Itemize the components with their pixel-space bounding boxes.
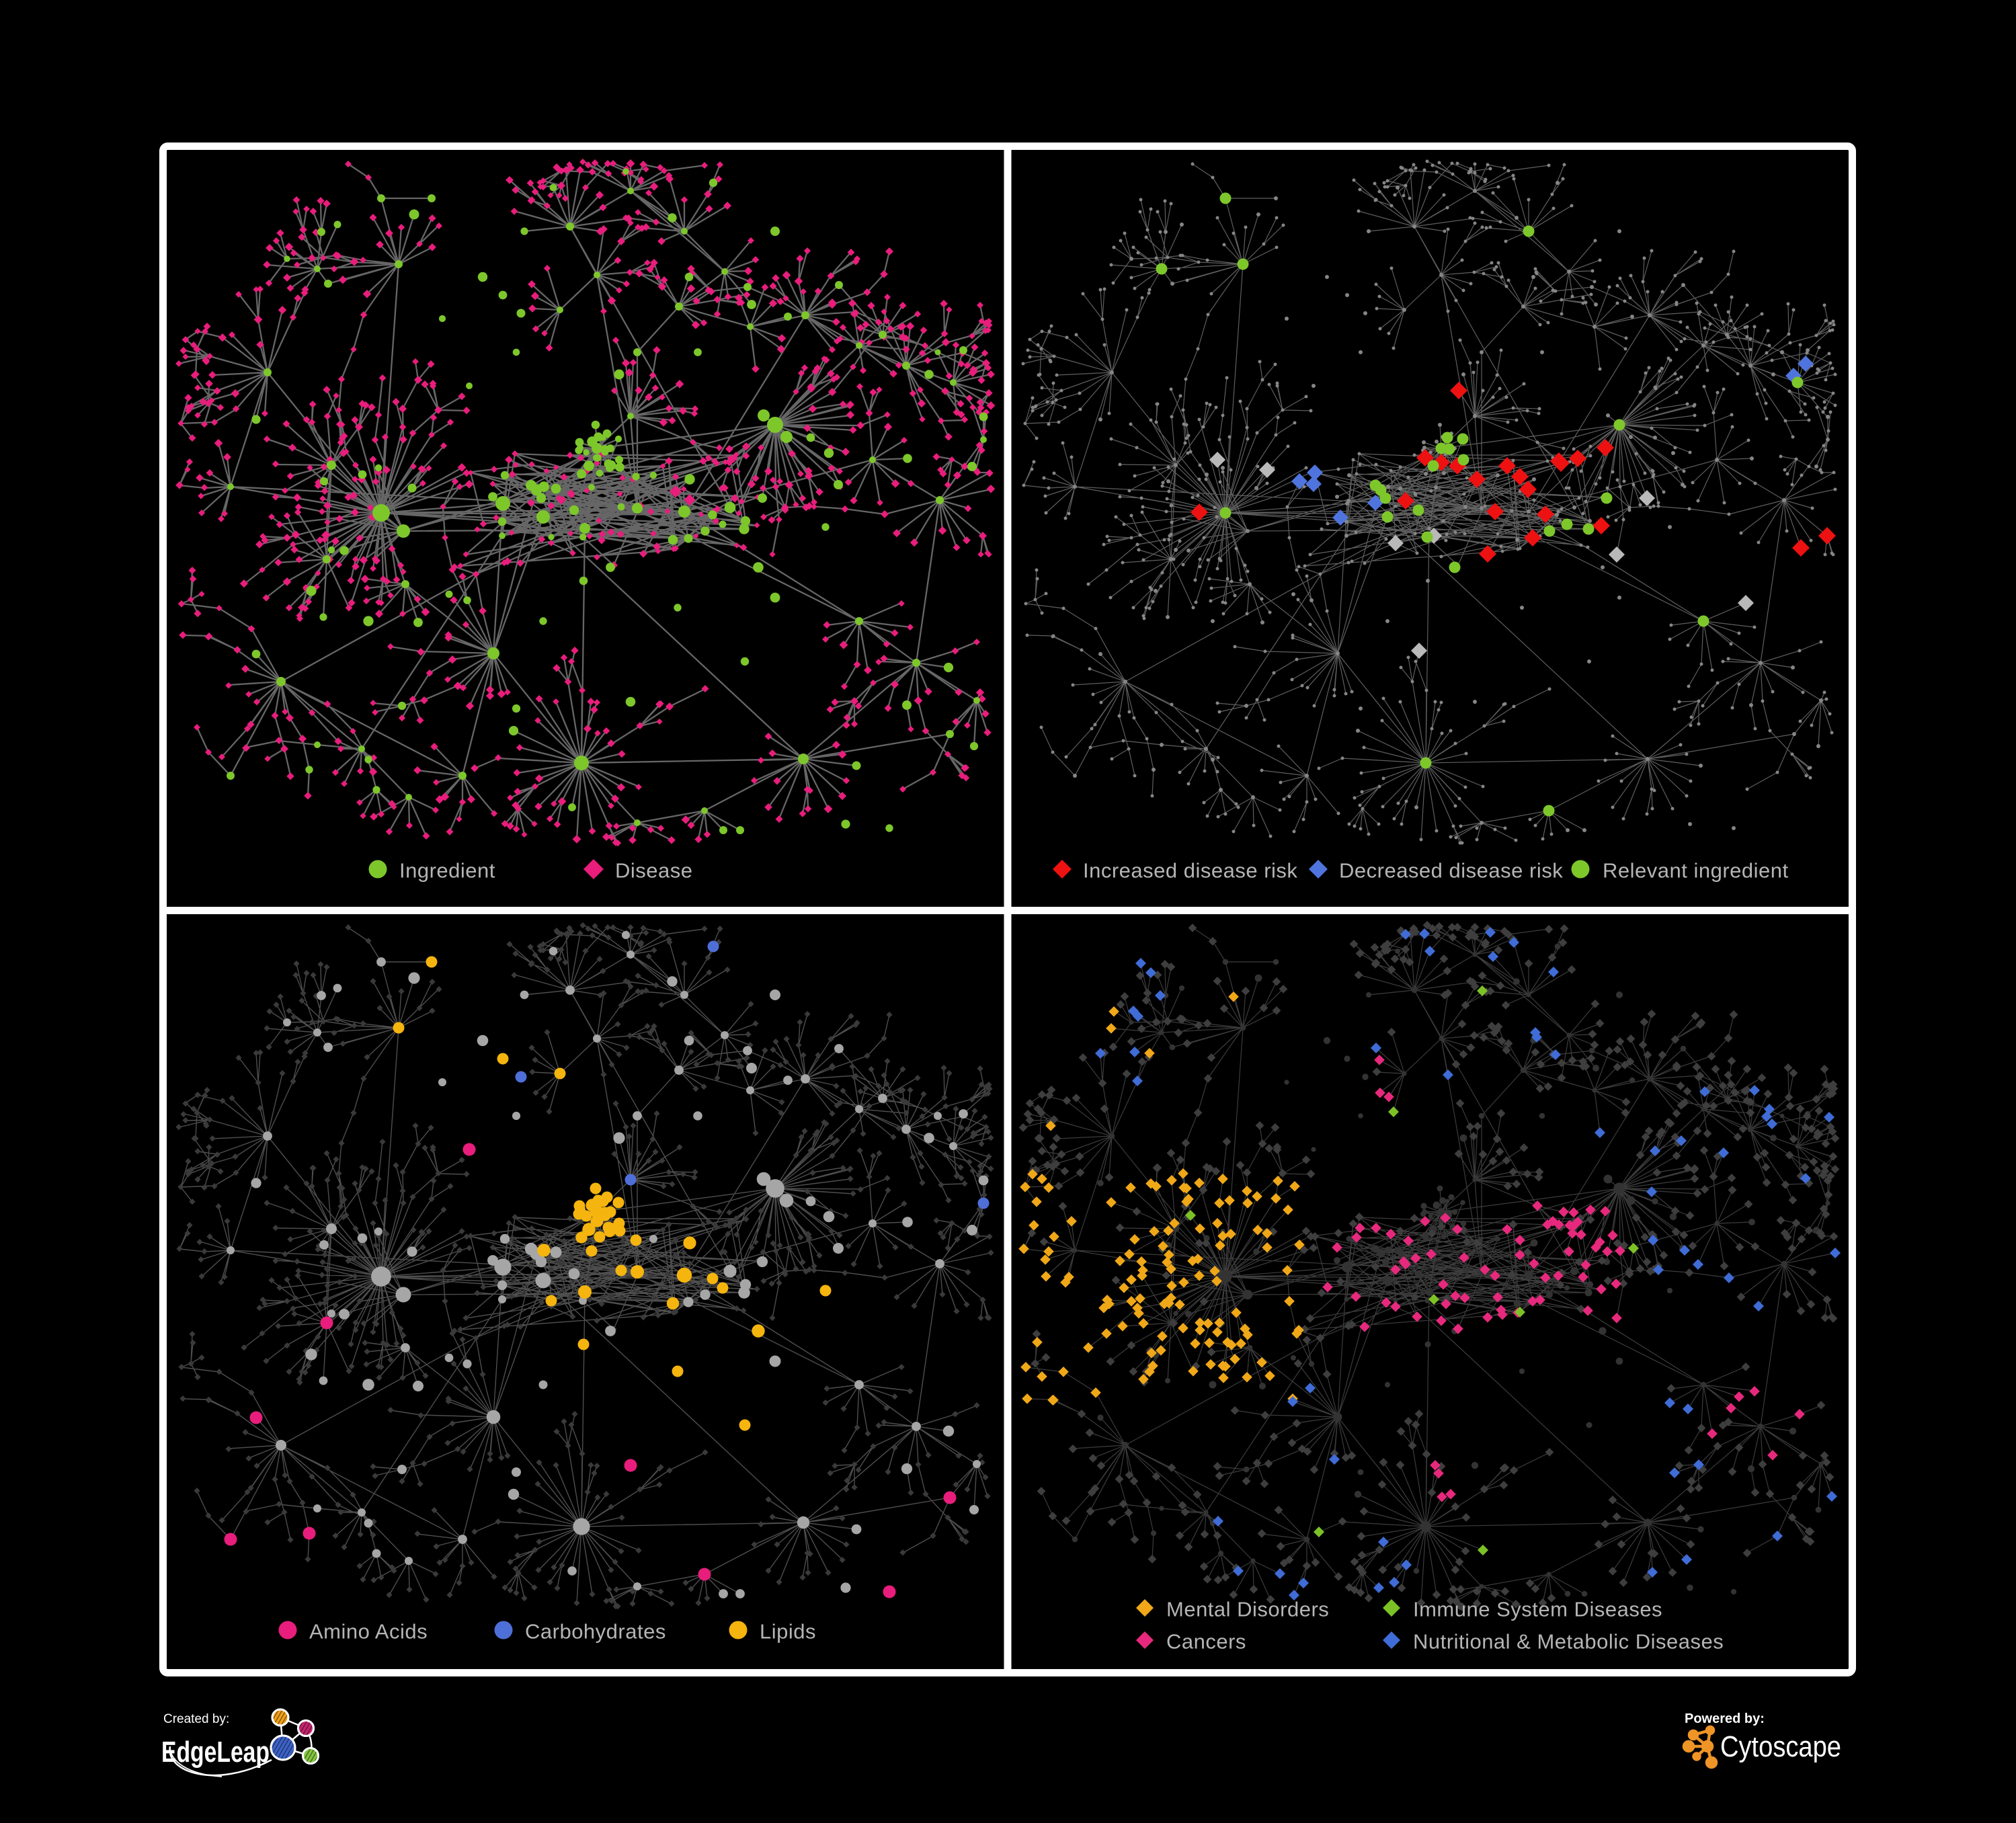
svg-text:Carbohydrates: Carbohydrates (525, 1620, 666, 1644)
svg-text:Ingredient: Ingredient (399, 859, 495, 883)
svg-text:Disease: Disease (615, 859, 693, 883)
svg-text:Nutritional & Metabolic Diseas: Nutritional & Metabolic Diseases (1413, 1630, 1724, 1654)
svg-text:Relevant ingredient: Relevant ingredient (1603, 859, 1789, 883)
svg-text:Decreased disease risk: Decreased disease risk (1339, 859, 1563, 883)
svg-text:EdgeLeap: EdgeLeap (161, 1736, 270, 1769)
svg-text:Increased disease risk: Increased disease risk (1083, 859, 1297, 883)
svg-text:Created by:: Created by: (163, 1712, 229, 1726)
svg-text:Powered by:: Powered by: (1685, 1711, 1765, 1726)
svg-text:Mental Disorders: Mental Disorders (1166, 1598, 1329, 1621)
svg-text:Cytoscape: Cytoscape (1720, 1730, 1841, 1763)
svg-text:Lipids: Lipids (760, 1620, 816, 1644)
svg-text:Immune System Diseases: Immune System Diseases (1413, 1598, 1662, 1621)
svg-text:Cancers: Cancers (1166, 1630, 1246, 1654)
svg-text:Amino Acids: Amino Acids (309, 1620, 428, 1644)
